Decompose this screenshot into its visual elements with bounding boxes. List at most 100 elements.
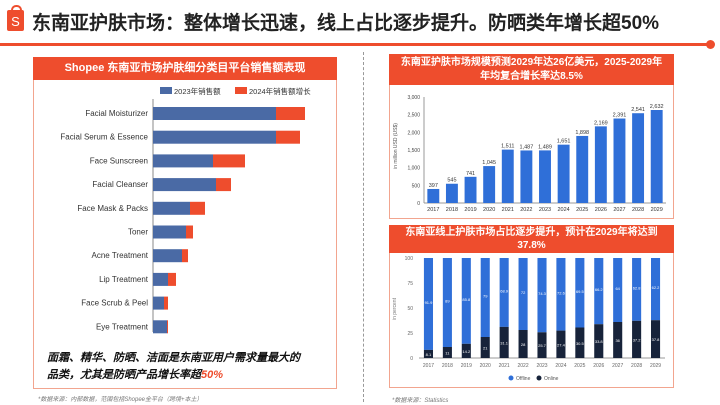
- data-label: 545: [447, 178, 456, 184]
- right-source: *数据来源：Statistics: [392, 398, 449, 404]
- data-label: 2,541: [631, 107, 645, 113]
- x-tick-label: 2029: [651, 207, 663, 213]
- online-bar: [518, 330, 528, 358]
- y-tick-label: 1,500: [407, 148, 420, 154]
- note-line-1: 面霜、精华、防晒、洁面是东南亚用户需求量最大的: [47, 352, 300, 364]
- legend-marker: [508, 375, 514, 381]
- bar-segment: [153, 154, 213, 168]
- y-tick-label: 500: [412, 183, 421, 189]
- x-tick-label: 2022: [520, 207, 532, 213]
- data-label: 1,511: [501, 144, 514, 150]
- x-tick-label: 2026: [593, 363, 604, 369]
- x-tick-label: 2021: [502, 207, 514, 213]
- online-value-label: 27.4: [557, 342, 566, 347]
- bar-segment: [153, 272, 168, 286]
- bar-segment: [190, 201, 205, 215]
- market-size-chart: in million USD (US$) 0 500 1,000 1,500 2,000 2…: [393, 95, 666, 213]
- data-label: 2,391: [613, 113, 627, 119]
- bar-segment: [167, 320, 168, 334]
- offline-value-label: 72.6: [557, 290, 566, 295]
- online-bar: [442, 347, 452, 358]
- y-tick-label: 75: [407, 281, 413, 287]
- offline-bar: [556, 258, 566, 331]
- legend-swatch: [235, 87, 247, 94]
- x-tick-label: 2024: [557, 207, 569, 213]
- online-bar: [632, 320, 642, 358]
- online-value-label: 25.7: [538, 343, 547, 348]
- offline-bar: [537, 258, 547, 333]
- offline-bar: [442, 258, 452, 347]
- offline-value-label: 62.8: [633, 285, 642, 290]
- offline-bar: [499, 258, 509, 327]
- bar: [483, 166, 496, 203]
- bar: [632, 113, 645, 203]
- offline-bar: [518, 258, 528, 330]
- bar-segment: [168, 272, 176, 286]
- bar-segment: [153, 249, 182, 263]
- x-tick-label: 2023: [536, 363, 547, 369]
- online-share-title: 东南亚线上护肤市场占比逐步提升，预计在2029年将达到37.8%: [389, 225, 674, 253]
- offline-bar: [423, 258, 434, 350]
- online-value-label: 31.1: [500, 340, 509, 345]
- y-tick-label: 1,000: [407, 166, 420, 172]
- y-axis-label: in million USD (US$): [393, 123, 399, 169]
- divider-dot: [706, 40, 715, 49]
- y-tick-label: 100: [405, 256, 414, 262]
- offline-value-label: 68.9: [500, 288, 509, 293]
- category-label: Facial Moisturizer: [85, 109, 148, 118]
- bar-segment: [153, 296, 164, 310]
- category-label: Face Scrub & Peel: [81, 299, 148, 308]
- bar-segment: [276, 130, 300, 144]
- title-divider: [0, 43, 708, 46]
- x-tick-label: 2020: [483, 207, 495, 213]
- y-tick-label: 3,000: [407, 95, 420, 101]
- data-label: 1,045: [482, 160, 496, 166]
- x-tick-label: 2023: [539, 207, 551, 213]
- online-share-chart: in percent 0 25 50 75 100 91.9 8.1 2017 89 11 2018 8…: [392, 256, 665, 382]
- bar: [427, 188, 440, 203]
- y-tick-label: 0: [417, 201, 420, 207]
- online-value-label: 11: [445, 351, 450, 356]
- y-tick-label: 0: [410, 356, 413, 362]
- x-tick-label: 2017: [423, 363, 434, 369]
- x-tick-label: 2024: [555, 363, 566, 369]
- category-label: Lip Treatment: [99, 275, 149, 284]
- online-bar: [480, 337, 490, 358]
- bar: [557, 144, 570, 203]
- x-tick-label: 2021: [499, 363, 510, 369]
- bar: [613, 118, 626, 203]
- online-value-label: 37.8: [652, 337, 661, 342]
- x-tick-label: 2018: [442, 363, 453, 369]
- x-tick-label: 2020: [480, 363, 491, 369]
- category-label: Acne Treatment: [92, 251, 149, 260]
- panel-divider: [363, 52, 364, 402]
- x-tick-label: 2028: [632, 207, 644, 213]
- bar: [520, 150, 533, 203]
- summary-note: 面霜、精华、防晒、洁面是东南亚用户需求量最大的 品类，尤其是防晒产品增长率超50…: [47, 350, 337, 384]
- data-label: 741: [466, 171, 475, 177]
- offline-bar: [480, 258, 490, 337]
- data-label: 2,632: [650, 104, 664, 110]
- legend-label: 2023年销售额: [174, 86, 221, 96]
- online-bar: [537, 332, 547, 358]
- bar-segment: [216, 178, 231, 192]
- online-value-label: 8.1: [426, 352, 432, 357]
- y-tick-label: 50: [407, 306, 413, 312]
- x-tick-label: 2025: [576, 207, 588, 213]
- online-bar: [556, 330, 566, 358]
- bar-segment: [153, 320, 167, 334]
- online-bar: [650, 320, 661, 358]
- bar: [445, 183, 458, 203]
- bar-segment: [153, 225, 186, 239]
- data-label: 1,489: [538, 144, 552, 150]
- category-label: Facial Cleanser: [92, 180, 148, 189]
- legend-label: Online: [544, 376, 559, 382]
- bar: [539, 150, 551, 203]
- offline-bar: [650, 258, 661, 321]
- legend-label: 2024年销售额增长: [249, 86, 311, 96]
- offline-bar: [461, 258, 471, 344]
- bar: [576, 135, 589, 203]
- offline-value-label: 79: [483, 294, 488, 299]
- bar: [501, 149, 514, 203]
- offline-value-label: 74.3: [538, 291, 547, 296]
